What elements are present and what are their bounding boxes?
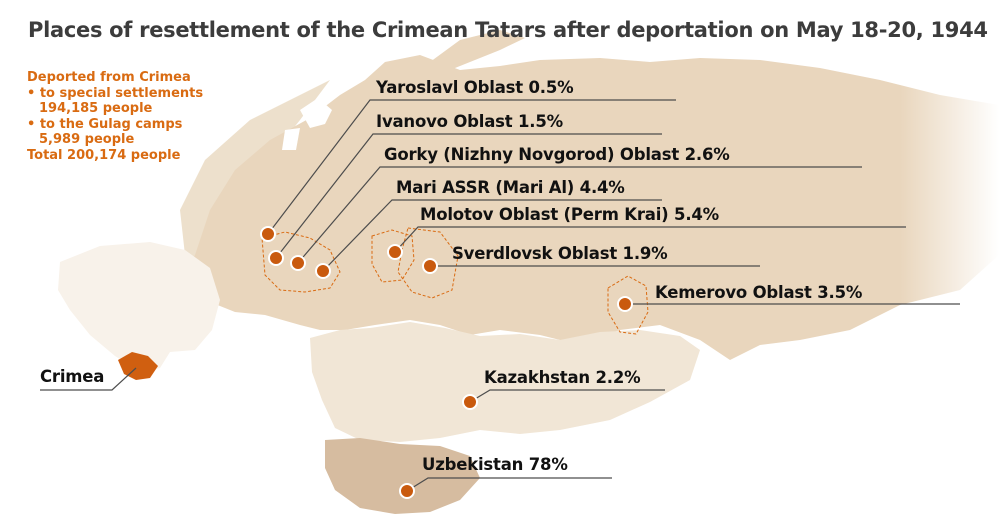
central-oblasts-outline	[261, 231, 341, 293]
marker-yaroslavl	[260, 226, 276, 242]
marker-gorky	[290, 255, 306, 271]
label-crimea: Crimea	[40, 367, 105, 386]
marker-kazakhstan	[462, 394, 478, 410]
leader-line-molotov	[394, 226, 906, 253]
leader-line-crimea	[40, 367, 137, 391]
novaya-zemlya	[430, 30, 525, 72]
black-sea	[105, 376, 190, 424]
legend-special-settlements: • to special settlements	[27, 86, 203, 102]
marker-uzbekistan	[399, 483, 415, 499]
legend-gulag-value: 5,989 people	[39, 132, 135, 147]
marker-kemerovo	[617, 296, 633, 312]
legend-heading: Deported from Crimea	[27, 70, 191, 85]
label-yaroslavl: Yaroslavl Oblast 0.5%	[376, 78, 574, 97]
bullet-icon: •	[27, 85, 40, 101]
uzbekistan-land	[325, 438, 480, 514]
legend-gulag-label: to the Gulag camps	[39, 116, 183, 132]
kazakhstan-land	[310, 322, 700, 442]
legend-total: Total 200,174 people	[27, 147, 181, 163]
kola-sea	[282, 128, 300, 150]
leader-line-yaroslavl	[267, 99, 676, 235]
legend-special-settlements-value: 194,185 people	[39, 101, 153, 116]
leader-line-ivanovo	[275, 133, 662, 259]
sverdlovsk-outline	[397, 227, 459, 299]
marker-mari	[315, 263, 331, 279]
legend-special-settlements-label: to special settlements	[39, 85, 204, 101]
legend-gulag: • to the Gulag camps	[27, 117, 203, 133]
caspian-sea	[230, 368, 262, 440]
marker-molotov	[387, 244, 403, 260]
molotov-outline	[371, 229, 415, 283]
kemerovo-outline	[607, 275, 649, 335]
marker-ivanovo	[268, 250, 284, 266]
label-uzbekistan: Uzbekistan 78%	[422, 455, 568, 474]
label-kazakhstan: Kazakhstan 2.2%	[484, 368, 641, 387]
edge-fade	[900, 50, 999, 350]
marker-sverdlovsk	[422, 258, 438, 274]
label-kemerovo: Kemerovo Oblast 3.5%	[655, 283, 863, 302]
bullet-icon: •	[27, 116, 40, 132]
deportation-legend: Deported from Crimea • to special settle…	[27, 70, 203, 163]
label-sverdlovsk: Sverdlovsk Oblast 1.9%	[452, 244, 668, 263]
leader-line-mari	[322, 199, 662, 272]
crimea-region	[118, 352, 158, 380]
label-ivanovo: Ivanovo Oblast 1.5%	[376, 112, 563, 131]
leader-line-gorky	[297, 166, 862, 264]
label-molotov: Molotov Oblast (Perm Krai) 5.4%	[420, 205, 720, 224]
label-mari: Mari ASSR (Mari Al) 4.4%	[396, 178, 625, 197]
leader-line-uzbekistan	[406, 477, 612, 492]
ukraine-land	[58, 242, 220, 372]
map-title: Places of resettlement of the Crimean Ta…	[28, 18, 988, 42]
label-gorky: Gorky (Nizhny Novgorod) Oblast 2.6%	[384, 145, 730, 164]
russia-land	[180, 55, 999, 360]
white-sea	[300, 98, 332, 128]
